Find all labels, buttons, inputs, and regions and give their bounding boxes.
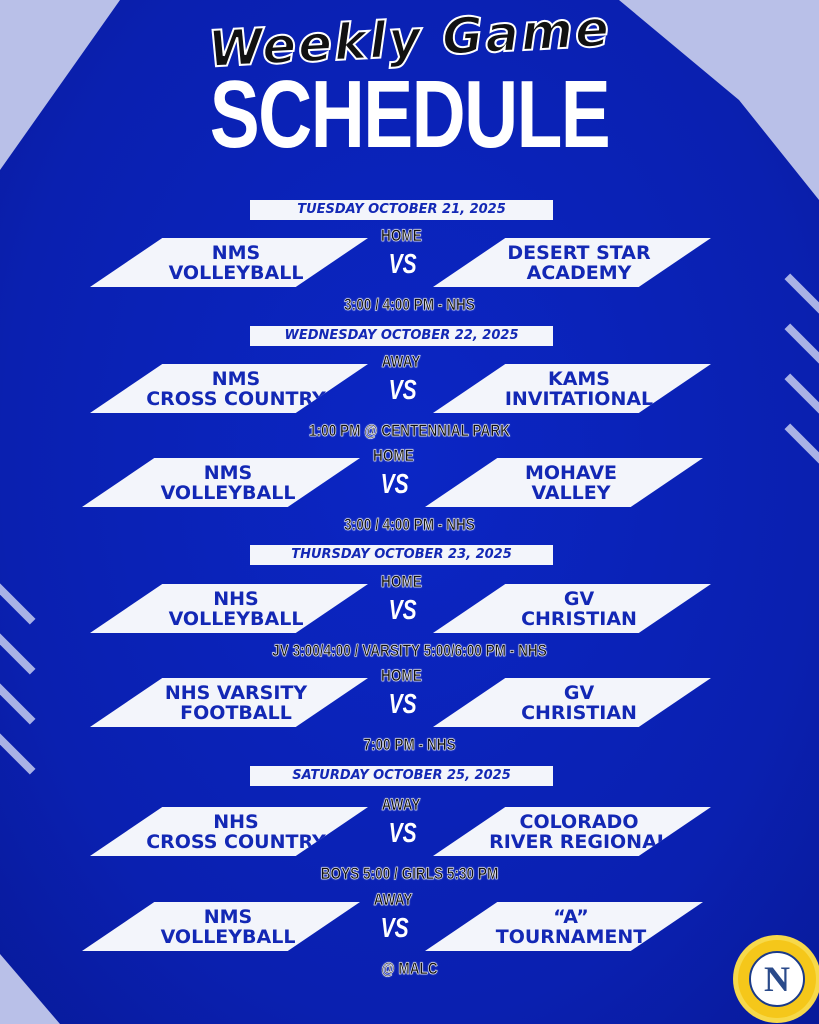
home-away-label: HOME xyxy=(381,572,422,592)
game-time: 7:00 PM - NHS xyxy=(363,735,456,755)
vs-mark: VS xyxy=(380,912,409,943)
game-time: 3:00 / 4:00 PM - NHS xyxy=(344,515,475,535)
vs-mark: VS xyxy=(388,374,417,405)
title-schedule: SCHEDULE xyxy=(209,61,611,168)
date-banner: THURSDAY OCTOBER 23, 2025 xyxy=(250,545,553,565)
vs-mark: VS xyxy=(380,468,409,499)
game-time: @ MALC xyxy=(381,959,438,979)
vs-mark: VS xyxy=(388,594,417,625)
date-banner: WEDNESDAY OCTOBER 22, 2025 xyxy=(250,326,553,346)
home-away-label: AWAY xyxy=(381,352,421,372)
home-away-label: AWAY xyxy=(381,795,421,815)
game-time: 1:00 PM @ CENTENNIAL PARK xyxy=(309,421,510,441)
vs-mark: VS xyxy=(388,688,417,719)
date-banner: TUESDAY OCTOBER 21, 2025 xyxy=(250,200,553,220)
vs-mark: VS xyxy=(388,817,417,848)
home-away-label: HOME xyxy=(381,226,422,246)
left-team: NMS VOLLEYBALL xyxy=(90,238,368,287)
logo-letter: N xyxy=(749,951,805,1007)
home-away-label: HOME xyxy=(381,666,422,686)
vs-mark: VS xyxy=(388,248,417,279)
home-away-label: HOME xyxy=(373,446,414,466)
game-time: 3:00 / 4:00 PM - NHS xyxy=(344,295,475,315)
date-banner: SATURDAY OCTOBER 25, 2025 xyxy=(250,766,553,786)
game-time: JV 3:00/4:00 / VARSITY 5:00/6:00 PM - NH… xyxy=(272,641,547,661)
game-time: BOYS 5:00 / GIRLS 5:30 PM xyxy=(320,864,499,884)
home-away-label: AWAY xyxy=(373,890,413,910)
school-logo: N xyxy=(738,940,816,1018)
